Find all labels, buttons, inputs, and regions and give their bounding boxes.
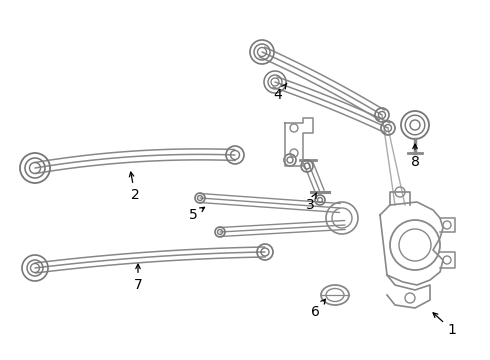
Text: 5: 5 bbox=[189, 207, 204, 222]
Text: 3: 3 bbox=[306, 193, 317, 212]
Text: 6: 6 bbox=[311, 299, 325, 319]
Text: 8: 8 bbox=[411, 144, 419, 169]
Text: 7: 7 bbox=[134, 264, 143, 292]
Text: 2: 2 bbox=[129, 172, 139, 202]
Text: 1: 1 bbox=[433, 313, 457, 337]
Text: 4: 4 bbox=[273, 83, 287, 102]
